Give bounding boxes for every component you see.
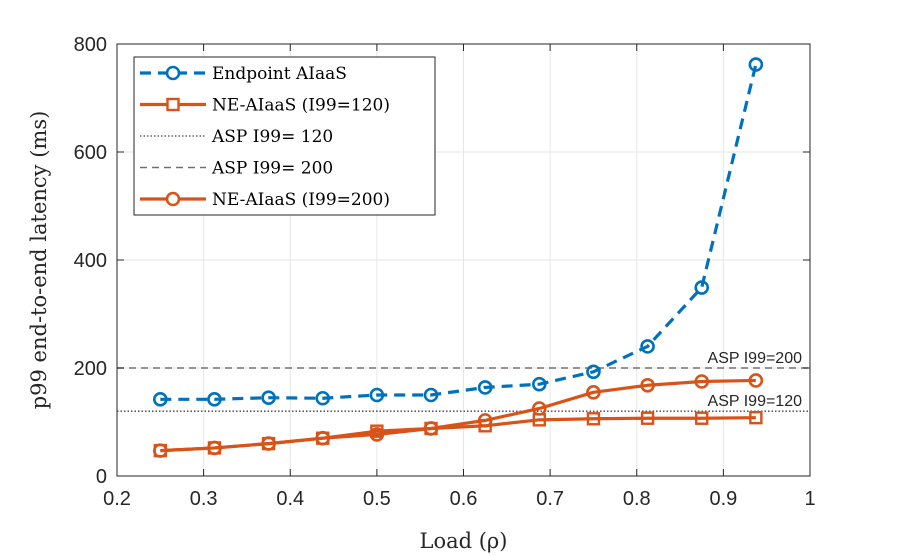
data-point <box>153 443 168 458</box>
x-axis-label: Load (ρ) <box>420 529 508 553</box>
x-tick-label: 0.7 <box>536 488 564 510</box>
data-point <box>694 374 710 389</box>
reference-lines <box>117 367 810 412</box>
data-point <box>261 436 276 451</box>
data-point <box>477 380 493 395</box>
y-axis-label: p99 end-to-end latency (ms) <box>27 111 51 410</box>
legend-marker <box>165 65 181 81</box>
x-tick-label: 0.5 <box>363 488 391 510</box>
data-point <box>695 411 709 425</box>
legend: Endpoint AIaaS NE-AIaaS (I99=120) ASP I99=… <box>133 56 436 216</box>
reference-annotations: ASP I99=200 ASP I99=120 <box>708 350 803 410</box>
legend-marker <box>166 97 180 112</box>
reference-annotation: ASP I99=200 <box>708 350 803 367</box>
data-point <box>207 392 222 407</box>
data-point <box>316 431 330 445</box>
legend-label: Endpoint AIaaS <box>212 64 347 84</box>
data-point <box>531 376 547 392</box>
data-point <box>478 419 492 433</box>
data-point <box>424 421 438 436</box>
legend-box <box>133 56 436 216</box>
y-tick-label: 800 <box>74 34 107 56</box>
y-tick-label: 200 <box>74 358 107 380</box>
y-tick-label: 0 <box>96 466 107 488</box>
data-point <box>315 390 331 406</box>
data-point <box>586 384 601 400</box>
x-tick-label: 0.4 <box>276 488 304 510</box>
y-tick-label: 600 <box>74 142 107 164</box>
data-point <box>640 339 655 354</box>
series-line <box>160 416 756 453</box>
x-tick-label: 0.9 <box>709 488 737 510</box>
data-point <box>369 387 385 403</box>
x-tick-label: 1 <box>804 488 815 510</box>
axis-ticks: 0.2 0.3 0.4 0.5 0.6 0.7 0.8 0.9 1 0 200 400 600 800 <box>74 34 816 510</box>
legend-label: NE-AIaaS (I99=200) <box>212 190 390 210</box>
data-point <box>586 364 601 380</box>
data-point <box>748 373 764 388</box>
legend-label: NE-AIaaS (I99=120) <box>212 96 390 116</box>
x-tick-label: 0.3 <box>190 488 218 510</box>
legend-label: ASP I99= 200 <box>211 159 333 179</box>
y-tick-label: 400 <box>74 250 107 272</box>
data-point <box>532 413 546 427</box>
data-point <box>153 392 168 407</box>
series-line <box>160 64 758 401</box>
legend-marker <box>165 191 181 207</box>
data-point <box>261 390 276 406</box>
data-point <box>749 410 763 425</box>
x-tick-label: 0.2 <box>103 488 131 510</box>
data-point <box>640 411 655 425</box>
data-series <box>153 57 764 458</box>
data-point <box>207 441 222 455</box>
data-point <box>423 387 439 403</box>
reference-annotation: ASP I99=120 <box>708 393 803 410</box>
data-point <box>370 424 384 438</box>
legend-label: ASP I99= 120 <box>211 127 333 147</box>
x-tick-label: 0.8 <box>623 488 651 510</box>
data-point <box>640 377 655 393</box>
data-point <box>748 57 764 72</box>
data-point <box>586 412 601 426</box>
x-tick-label: 0.6 <box>450 488 478 510</box>
data-point <box>694 280 710 295</box>
